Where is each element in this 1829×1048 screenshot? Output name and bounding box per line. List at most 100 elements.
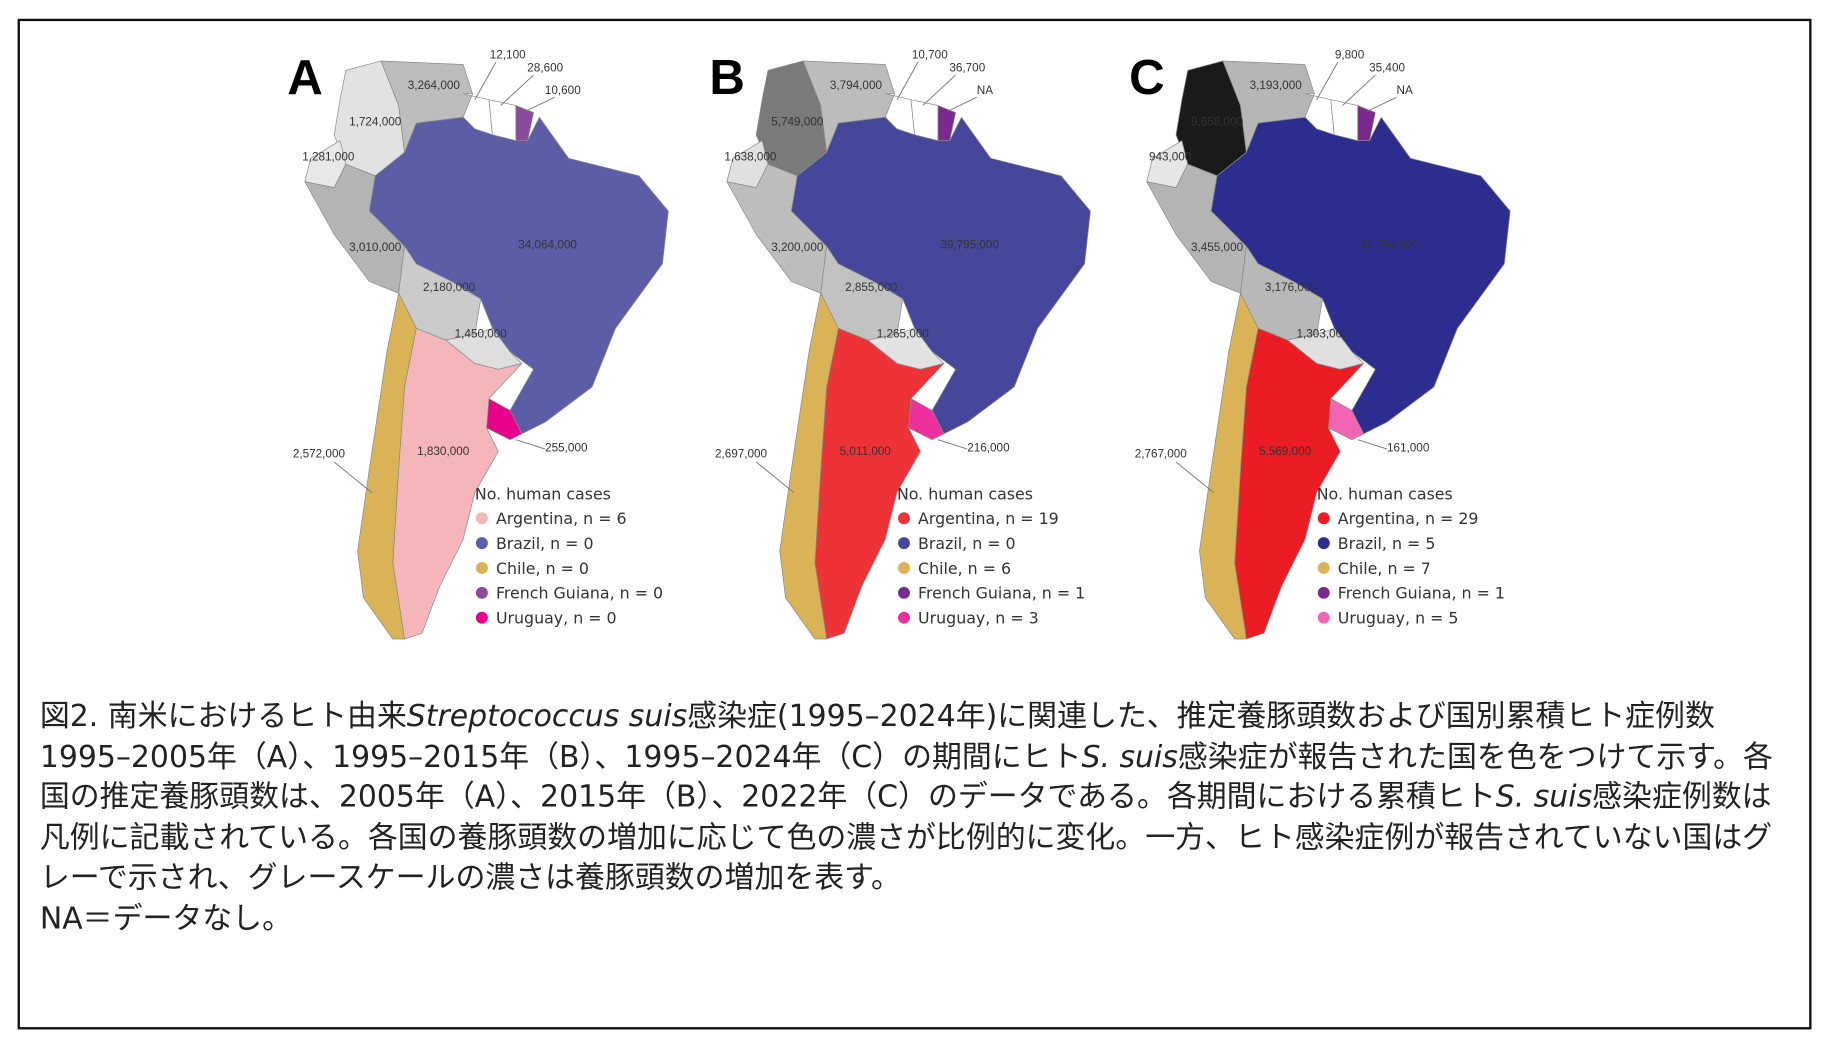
legend-item-label: French Guiana, n = 0 bbox=[496, 584, 663, 603]
pig-count-argentina: 5,569,000 bbox=[1259, 445, 1312, 458]
pig-count-suriname: 35,400 bbox=[1369, 62, 1405, 75]
legend-item-label: French Guiana, n = 1 bbox=[918, 584, 1085, 603]
pig-count-colombia: 5,749,000 bbox=[771, 115, 824, 128]
pig-count-ecuador: 1,638,000 bbox=[724, 151, 777, 164]
country-chile bbox=[357, 292, 417, 640]
map-panel-b: B 3,794,000 5,749,000 1,638,000 3,200,000 39,… bbox=[709, 49, 1091, 640]
caption-species: S. suis bbox=[1495, 779, 1593, 815]
legend-item-label: Chile, n = 6 bbox=[918, 559, 1011, 578]
legend-swatch bbox=[897, 536, 911, 551]
panel-letter: C bbox=[1129, 50, 1165, 105]
pig-count-chile: 2,697,000 bbox=[715, 447, 768, 460]
legend-swatch bbox=[474, 511, 489, 526]
caption-species: S. suis bbox=[1081, 739, 1178, 775]
leader-line-uruguay bbox=[1357, 439, 1388, 450]
pig-count-peru: 3,200,000 bbox=[771, 241, 824, 254]
figure-caption: 図2. 南米におけるヒト由来Streptococcus suis感染症(1995… bbox=[40, 696, 1793, 939]
legend-swatch bbox=[897, 511, 911, 526]
caption-body: 1995–2005年（A）、1995–2015年（B）、1995–2024年（C… bbox=[40, 737, 1793, 899]
pig-count-uruguay: 216,000 bbox=[967, 441, 1010, 454]
pig-count-colombia: 9,658,000 bbox=[1191, 115, 1244, 128]
pig-count-french-guiana: NA bbox=[1397, 84, 1413, 97]
pig-count-ecuador: 943,000 bbox=[1149, 151, 1192, 164]
legend-swatch bbox=[897, 610, 911, 625]
leader-line-french-guiana bbox=[1366, 96, 1397, 112]
map-panel-c: C 3,193,000 9,658,000 943,000 3,455,000 44,39… bbox=[1129, 49, 1511, 640]
pig-count-colombia: 1,724,000 bbox=[349, 115, 402, 128]
legend-item-label: Argentina, n = 19 bbox=[918, 509, 1059, 528]
caption-title: 図2. 南米におけるヒト由来Streptococcus suis感染症(1995… bbox=[40, 696, 1793, 736]
pig-count-argentina: 1,830,000 bbox=[417, 445, 470, 458]
legend-item-label: Brazil, n = 5 bbox=[1338, 534, 1436, 553]
pig-count-venezuela: 3,193,000 bbox=[1250, 79, 1303, 92]
pig-count-venezuela: 3,264,000 bbox=[408, 79, 461, 92]
figure-frame bbox=[17, 18, 1812, 1030]
leader-line-suriname bbox=[1342, 74, 1376, 106]
country-suriname bbox=[1330, 99, 1359, 142]
leader-line-chile bbox=[1175, 461, 1214, 493]
pig-count-brazil: 44,394,000 bbox=[1360, 239, 1419, 252]
country-suriname bbox=[910, 99, 939, 142]
pig-count-suriname: 36,700 bbox=[949, 62, 985, 75]
pig-count-suriname: 28,600 bbox=[527, 62, 563, 75]
legend-item-label: Uruguay, n = 3 bbox=[918, 609, 1039, 628]
pig-count-bolivia: 2,855,000 bbox=[845, 281, 898, 294]
legend: No. human cases Argentina, n = 19 Brazil, … bbox=[897, 484, 1085, 627]
map-panels: A 3,264,000 1,724,000 1,281,000 3,010,000 34,… bbox=[287, 49, 1511, 640]
pig-count-peru: 3,010,000 bbox=[349, 241, 402, 254]
legend-title: No. human cases bbox=[475, 484, 611, 503]
legend-swatch bbox=[1316, 610, 1331, 625]
leader-line-uruguay bbox=[515, 439, 546, 450]
legend-title: No. human cases bbox=[897, 484, 1033, 503]
pig-count-paraguay: 1,450,000 bbox=[455, 328, 508, 341]
caption-note: NA＝データなし。 bbox=[39, 901, 292, 937]
legend-item-label: Chile, n = 0 bbox=[496, 559, 589, 578]
panel-letter: B bbox=[709, 50, 745, 105]
pig-count-chile: 2,767,000 bbox=[1135, 447, 1188, 460]
pig-count-bolivia: 2,180,000 bbox=[423, 281, 476, 294]
pig-count-french-guiana: NA bbox=[977, 84, 993, 97]
legend-swatch bbox=[1316, 536, 1331, 551]
legend-item-label: Uruguay, n = 0 bbox=[496, 609, 617, 628]
legend-swatch bbox=[897, 561, 911, 575]
pig-count-paraguay: 1,265,000 bbox=[877, 328, 930, 341]
caption-text: 感染症例数は凡例に記載されている。各国の養豚頭数の増加に応じて色の濃さが比例的に… bbox=[39, 779, 1773, 896]
pig-count-argentina: 5,011,000 bbox=[840, 445, 892, 458]
panel-letter: A bbox=[287, 50, 323, 105]
leader-line-suriname bbox=[500, 74, 534, 106]
pig-count-brazil: 39,795,000 bbox=[940, 239, 999, 252]
pig-count-french-guiana: 10,600 bbox=[545, 84, 581, 97]
caption-title-text: 感染症(1995–2024年)に関連した、推定養豚頭数および国別累積ヒト症例数 bbox=[687, 698, 1715, 734]
legend-swatch bbox=[474, 585, 489, 600]
legend-item-label: Brazil, n = 0 bbox=[496, 534, 594, 553]
pig-count-bolivia: 3,176,000 bbox=[1265, 281, 1318, 294]
legend-item-label: Chile, n = 7 bbox=[1338, 559, 1431, 578]
caption-text: 1995–2005年（A）、1995–2015年（B）、1995–2024年（C… bbox=[39, 739, 1082, 775]
legend-title: No. human cases bbox=[1317, 484, 1453, 503]
pig-count-uruguay: 255,000 bbox=[545, 441, 588, 454]
caption-title-text: 図2. 南米におけるヒト由来 bbox=[39, 698, 407, 734]
legend-item-label: Argentina, n = 29 bbox=[1338, 509, 1479, 528]
legend-swatch bbox=[1316, 561, 1331, 575]
pig-count-guyana: 9,800 bbox=[1335, 49, 1365, 62]
leader-line-uruguay bbox=[937, 439, 968, 450]
leader-line-chile bbox=[333, 461, 372, 493]
legend-item-label: Argentina, n = 6 bbox=[496, 509, 627, 528]
legend-swatch bbox=[1316, 511, 1331, 526]
leader-line-french-guiana bbox=[525, 96, 555, 112]
pig-count-guyana: 12,100 bbox=[490, 49, 526, 62]
country-chile bbox=[1199, 292, 1259, 640]
leader-line-french-guiana bbox=[947, 96, 977, 112]
pig-count-uruguay: 161,000 bbox=[1387, 441, 1430, 454]
map-panel-a: A 3,264,000 1,724,000 1,281,000 3,010,000 34,… bbox=[287, 49, 669, 640]
legend-swatch bbox=[474, 610, 489, 625]
leader-line-guyana bbox=[474, 61, 497, 100]
pig-count-venezuela: 3,794,000 bbox=[830, 79, 883, 92]
pig-count-guyana: 10,700 bbox=[912, 49, 948, 62]
leader-line-suriname bbox=[922, 74, 956, 106]
pig-count-paraguay: 1,303,000 bbox=[1297, 328, 1350, 341]
pig-count-ecuador: 1,281,000 bbox=[302, 151, 355, 164]
pig-count-peru: 3,455,000 bbox=[1191, 241, 1244, 254]
caption-text: 感染症が報告された国を色をつけて示す。各国の推定養豚頭数は、2005年（A）、2… bbox=[39, 739, 1773, 815]
